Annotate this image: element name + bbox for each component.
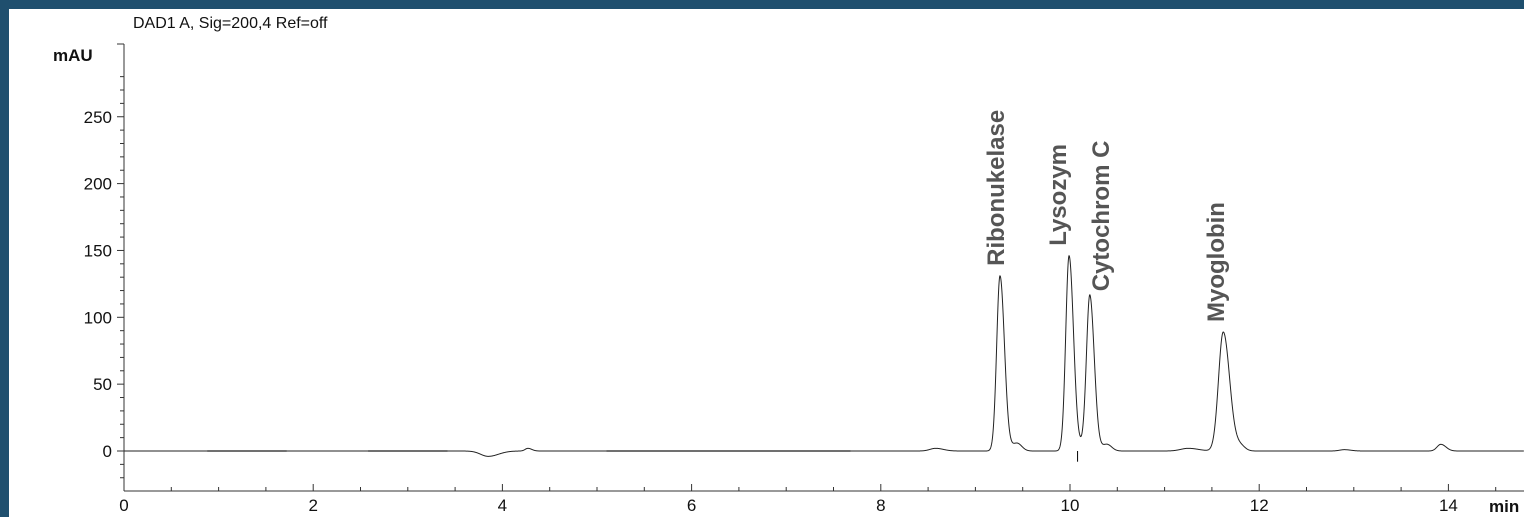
y-tick-label: 250 — [84, 108, 112, 127]
y-tick-label: 100 — [84, 308, 112, 327]
x-tick-label: 10 — [1061, 496, 1080, 515]
peak-label: Cytochrom C — [1088, 141, 1115, 292]
x-tick-label: 12 — [1250, 496, 1269, 515]
x-tick-label: 0 — [119, 496, 128, 515]
y-tick-label: 150 — [84, 241, 112, 260]
x-axis-unit-label: min — [1489, 497, 1519, 516]
chromatogram-panel: DAD1 A, Sig=200,4 Ref=off mAU min 0 50 100… — [9, 9, 1524, 517]
y-tick-label: 200 — [84, 175, 112, 194]
peak-label: Myoglobin — [1203, 202, 1230, 322]
chromatogram-trace — [124, 254, 1524, 457]
peak-label: Ribonukelase — [983, 110, 1010, 266]
y-axis-ticks: 0 50 100 150 200 250 — [84, 76, 124, 479]
peak-labels: Ribonukelase Lysozym Cytochrom C Myoglobin — [983, 110, 1230, 322]
y-tick-label: 50 — [93, 375, 112, 394]
chromatogram-chart: DAD1 A, Sig=200,4 Ref=off mAU min 050100… — [53, 15, 1524, 516]
x-tick-label: 14 — [1439, 496, 1458, 515]
x-tick-label: 4 — [498, 496, 507, 515]
axes — [117, 43, 1524, 492]
x-tick-label: 8 — [876, 496, 885, 515]
signal-header: DAD1 A, Sig=200,4 Ref=off — [133, 15, 328, 32]
y-axis-unit-label: mAU — [53, 46, 93, 65]
y-tick-label: 0 — [103, 442, 112, 461]
x-tick-label: 6 — [687, 496, 696, 515]
x-axis-ticks: 0 2 4 6 8 10 12 14 — [119, 484, 1497, 515]
peak-label: Lysozym — [1045, 144, 1072, 246]
x-tick-label: 2 — [308, 496, 317, 515]
